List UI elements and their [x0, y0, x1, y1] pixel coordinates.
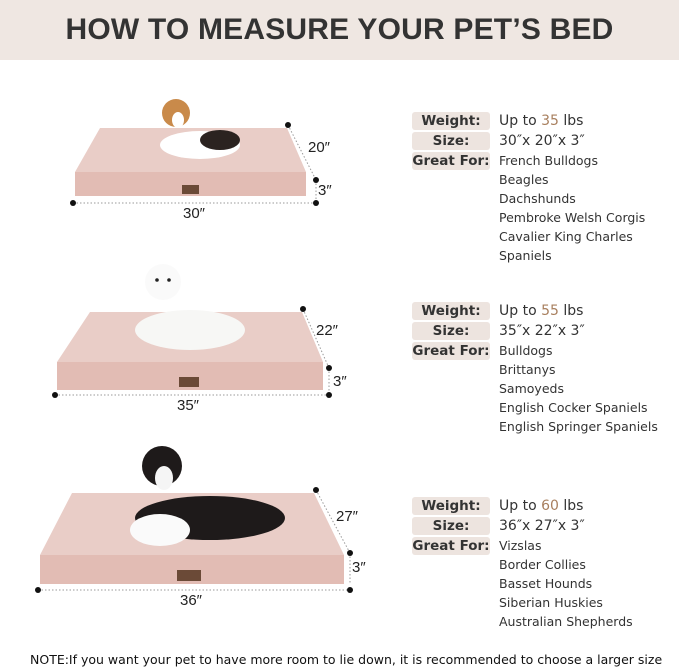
- bed-small-height: 3″: [318, 182, 332, 199]
- bed-large-width: 27″: [336, 508, 358, 525]
- info-block-small: Weight: Up to 35 lbs Size: 30″x 20″x 3″ …: [412, 111, 679, 265]
- info-block-large: Weight: Up to 60 lbs Size: 36″x 27″x 3″ …: [412, 496, 679, 631]
- list-item: Brittanys: [499, 362, 556, 377]
- list-item: Vizslas: [499, 538, 542, 553]
- list-item: English Cocker Spaniels: [499, 400, 648, 415]
- list-item: Pembroke Welsh Corgis: [499, 210, 646, 225]
- page-title: HOW TO MEASURE YOUR PET’S BED: [65, 13, 614, 46]
- bed-medium-width: 22″: [316, 322, 338, 339]
- breed-list: Vizslas Border Collies Basset Hounds Sib…: [412, 536, 679, 631]
- weight-label: Weight:: [412, 302, 490, 320]
- weight-label: Weight:: [412, 112, 490, 130]
- weight-value: Up to 55 lbs: [499, 303, 584, 319]
- dog-border-collie: [130, 446, 285, 546]
- great-for-label: Great For:: [412, 152, 490, 170]
- size-value: 36″x 27″x 3″: [499, 518, 585, 534]
- breed-list: French Bulldogs Beagles Dachshunds Pembr…: [412, 151, 679, 265]
- size-label: Size:: [412, 517, 490, 535]
- list-item: Australian Shepherds: [499, 614, 633, 629]
- size-label: Size:: [412, 132, 490, 150]
- bed-small: [70, 99, 319, 206]
- header-banner: HOW TO MEASURE YOUR PET’S BED: [0, 0, 679, 60]
- list-item: Bulldogs: [499, 343, 553, 358]
- dog-samoyed: [135, 264, 245, 350]
- breed-list: Bulldogs Brittanys Samoyeds English Cock…: [412, 341, 679, 436]
- great-for-label: Great For:: [412, 342, 490, 360]
- bed-medium: [52, 264, 332, 398]
- bed-medium-height: 3″: [333, 373, 347, 390]
- bed-illustrations: [35, 99, 353, 593]
- list-item: French Bulldogs: [499, 153, 598, 168]
- size-value: 30″x 20″x 3″: [499, 133, 585, 149]
- bed-large-height: 3″: [352, 559, 366, 576]
- dog-beagle: [160, 99, 240, 159]
- size-label: Size:: [412, 322, 490, 340]
- list-item: Siberian Huskies: [499, 595, 603, 610]
- list-item: Cavalier King Charles Spaniels: [499, 229, 633, 263]
- weight-value: Up to 60 lbs: [499, 498, 584, 514]
- list-item: Beagles: [499, 172, 549, 187]
- list-item: Dachshunds: [499, 191, 576, 206]
- weight-value: Up to 35 lbs: [499, 113, 584, 129]
- bed-medium-length: 35″: [177, 397, 199, 414]
- size-value: 35″x 22″x 3″: [499, 323, 585, 339]
- info-block-medium: Weight: Up to 55 lbs Size: 35″x 22″x 3″ …: [412, 301, 679, 436]
- list-item: Basset Hounds: [499, 576, 593, 591]
- bed-small-width: 20″: [308, 139, 330, 156]
- bed-large-length: 36″: [180, 592, 202, 609]
- list-item: English Springer Spaniels: [499, 419, 658, 434]
- size-note: NOTE:If you want your pet to have more r…: [30, 652, 663, 667]
- list-item: Samoyeds: [499, 381, 564, 396]
- bed-small-length: 30″: [183, 205, 205, 222]
- list-item: Border Collies: [499, 557, 586, 572]
- bed-large: [35, 446, 353, 593]
- weight-label: Weight:: [412, 497, 490, 515]
- great-for-label: Great For:: [412, 537, 490, 555]
